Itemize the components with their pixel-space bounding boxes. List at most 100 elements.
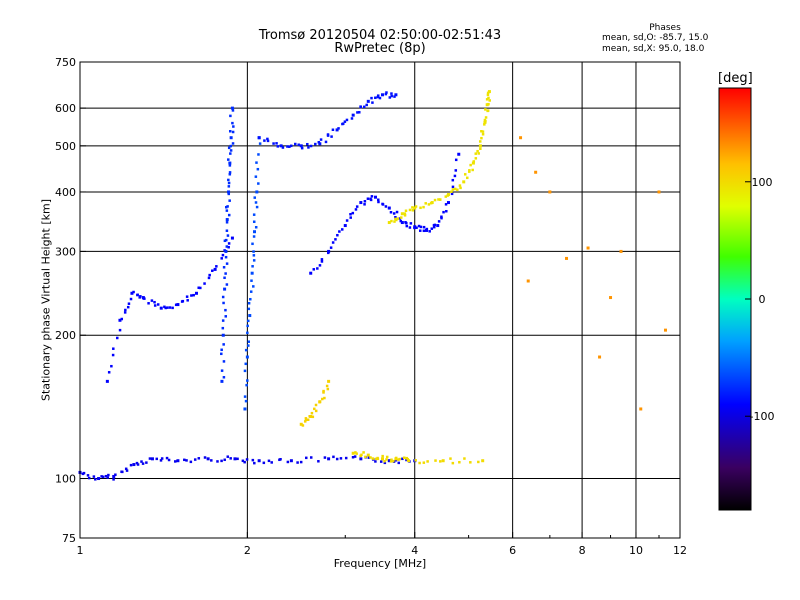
echo-point [366,99,370,103]
echo-point [165,456,169,460]
echo-point [362,105,366,109]
echo-point [485,98,489,101]
echo-point [245,458,249,461]
echo-point [193,458,197,461]
echo-point [355,452,358,455]
echo-point [227,146,231,150]
echo-point [355,205,359,208]
echo-point [397,461,401,465]
echo-point [451,178,455,182]
echo-point [398,217,402,220]
echo-point [153,300,156,304]
echo-point [415,226,418,229]
echo-point [403,214,407,217]
echo-point [148,457,152,460]
echo-point [227,213,231,217]
echo-point [304,417,308,420]
x-tick-label: 12 [673,544,687,557]
echo-point [619,249,623,253]
echo-point [220,459,223,463]
echo-point [487,90,491,94]
echo-point [207,276,211,280]
echo-point [211,269,214,272]
echo-point [351,211,355,215]
echo-point [367,456,371,459]
echo-point [366,453,370,457]
echo-point [249,290,253,293]
echo-point [252,220,256,223]
echo-point [231,130,235,134]
echo-point [483,118,487,122]
echo-point [374,96,377,100]
echo-point [275,142,278,145]
echo-point [254,175,258,178]
echo-point [203,456,207,459]
echo-point [141,462,145,465]
echo-point [150,457,154,461]
echo-point [318,142,322,146]
echo-point [449,457,452,460]
echo-point [266,139,270,143]
echo-point [424,202,427,205]
echo-point [384,92,388,96]
colorbar-tick-label: 100 [752,176,773,189]
echo-point [454,158,458,162]
echo-point [312,268,316,271]
echo-point [422,229,426,233]
echo-point [484,108,487,111]
echo-point [136,463,140,466]
echo-point [639,407,643,411]
echo-point [414,459,417,462]
echo-point [231,109,235,112]
echo-point [215,265,218,268]
echo-point [225,283,229,286]
echo-point [359,105,362,108]
echo-point [486,93,490,97]
echo-point [390,458,393,462]
echo-point [484,116,488,119]
echo-point [230,236,234,240]
y-tick-label: 500 [55,140,76,153]
echo-point [387,206,391,210]
echo-point [383,461,387,465]
echo-point [481,459,485,463]
echo-point [176,459,180,463]
echo-point [374,460,377,463]
y-tick-label: 200 [55,329,76,342]
echo-point [167,458,171,462]
echo-point [299,460,303,464]
echo-point [400,216,403,219]
echo-point [123,311,127,314]
echo-point [252,213,256,216]
echo-point [323,396,326,400]
echo-point [478,144,482,148]
echo-point [225,221,229,224]
echo-point [254,201,258,204]
echo-point [462,180,466,184]
echo-point [279,457,282,461]
echo-point [376,95,380,99]
echo-point [228,199,231,202]
echo-point [565,256,569,260]
echo-point [163,305,166,309]
echo-point [405,458,408,462]
echo-point [377,198,380,202]
echo-point [393,95,396,98]
echo-point [370,96,373,100]
echo-point [229,457,232,460]
echo-point [390,219,393,223]
echo-point [221,295,225,299]
echo-point [363,203,366,206]
echo-point [327,457,331,461]
echo-point [171,306,174,310]
echo-point [329,246,333,249]
echo-point [253,196,257,199]
echo-point [176,303,180,307]
echo-point [400,221,404,225]
echo-point [224,308,227,312]
echo-point [441,459,445,463]
echo-point [224,205,228,209]
echo-point [224,272,227,275]
echo-point [129,463,133,467]
echo-point [373,195,377,199]
